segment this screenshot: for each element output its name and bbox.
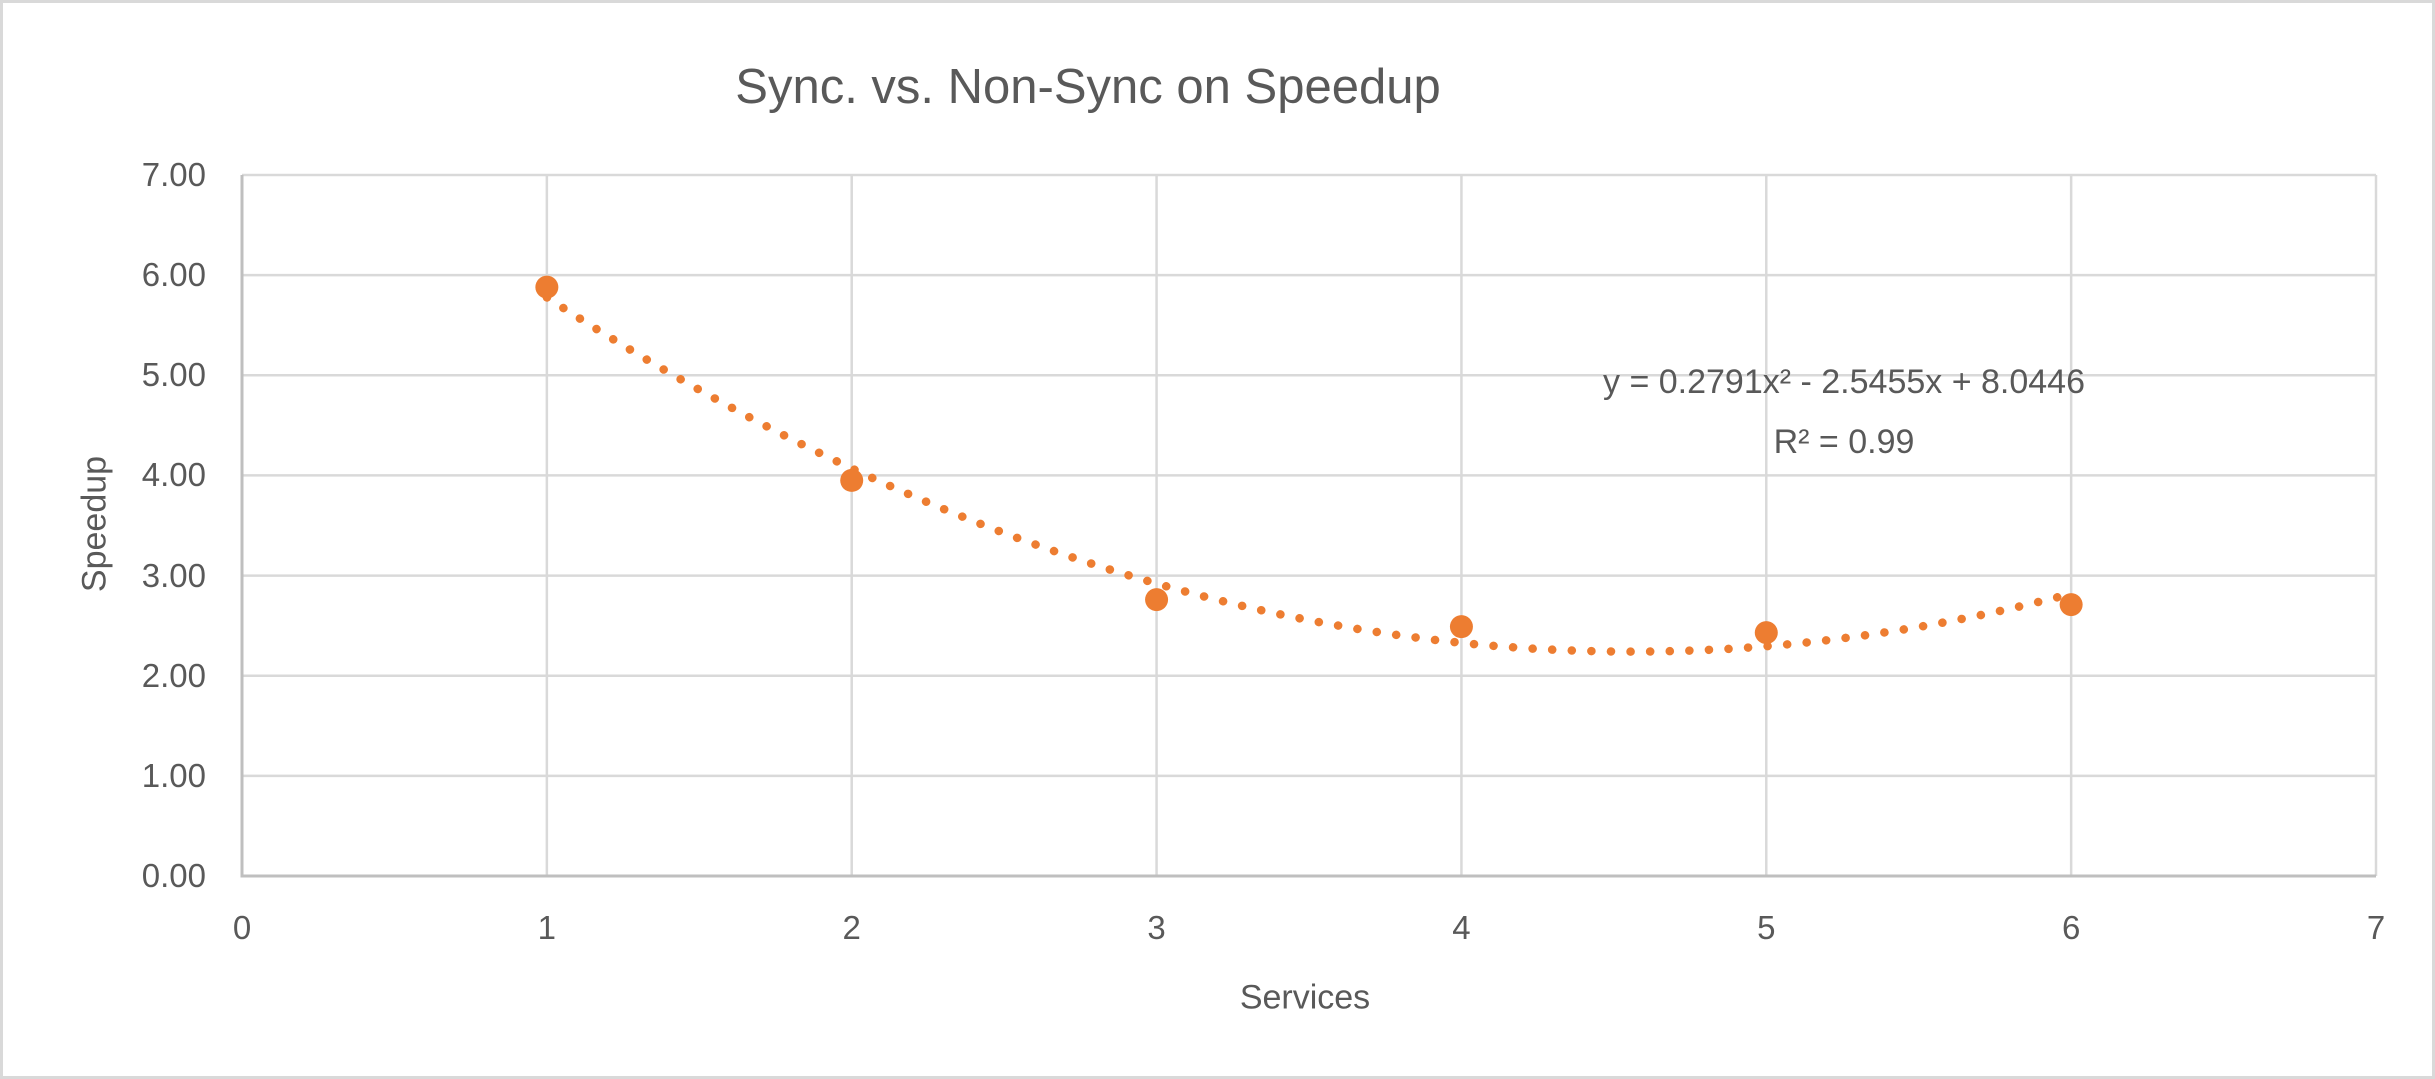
y-tick-label: 7.00: [141, 156, 206, 193]
y-tick-label: 0.00: [141, 857, 206, 894]
trendline-equation-text: y = 0.2791x² - 2.5455x + 8.0446: [1602, 363, 2086, 401]
y-tick-label: 2.00: [141, 656, 206, 694]
y-tick-label: 3.00: [141, 556, 206, 594]
data-point-marker: [840, 468, 864, 492]
y-tick-label: 6.00: [141, 256, 206, 294]
x-tick-label: 1: [537, 909, 557, 946]
x-tick-label: 6: [2061, 909, 2081, 946]
trendline-dotted: [542, 293, 2076, 656]
plot-area: [240, 173, 2378, 878]
x-tick-label: 0: [232, 909, 252, 946]
y-tick-label: 4.00: [141, 456, 206, 494]
r-squared-text: R² = 0.99: [1773, 423, 1915, 461]
chart-title: Sync. vs. Non-Sync on Speedup: [735, 60, 1441, 114]
x-tick-label: 5: [1757, 909, 1776, 946]
y-tick-label: 5.00: [141, 356, 206, 394]
data-point-marker: [1754, 621, 1778, 645]
data-point-marker: [1449, 615, 1473, 639]
x-tick-label: 7: [2366, 909, 2386, 946]
x-axis-title: Services: [1239, 978, 1371, 1017]
trendline-label: y = 0.2791x² - 2.5455x + 8.0446 R² = 0.9…: [1603, 352, 2085, 472]
y-tick-label: 1.00: [141, 756, 206, 794]
x-tick-label: 2: [842, 909, 861, 946]
data-point-marker: [1145, 588, 1169, 612]
data-point-marker: [535, 275, 559, 299]
x-tick-label: 3: [1147, 909, 1166, 946]
y-axis-title: Speedup: [75, 455, 114, 593]
x-tick-label: 4: [1452, 909, 1471, 946]
data-point-marker: [2059, 593, 2083, 617]
